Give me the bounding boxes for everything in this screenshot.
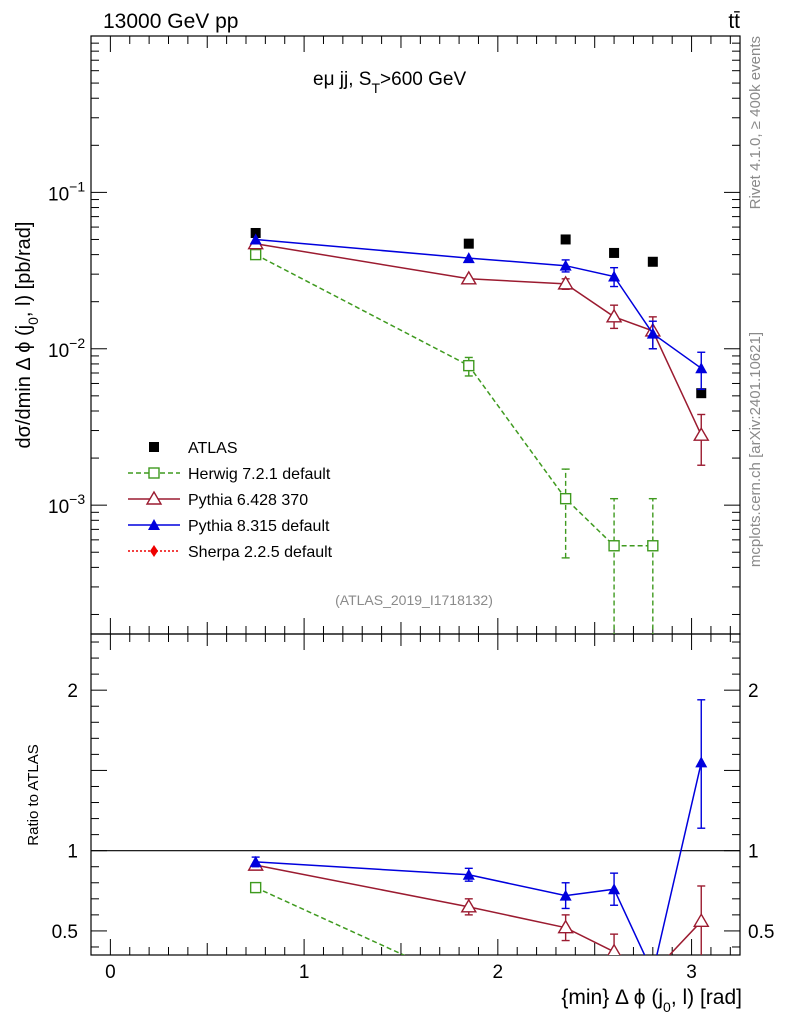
x-tick-label: 2 <box>493 962 504 983</box>
ratio-plot-frame <box>90 633 741 956</box>
main-series-pythia-6-428-370 <box>247 235 710 466</box>
main-line-pythia-8-315-default <box>255 238 702 369</box>
legend-label-pythia-6-428-370: Pythia 6.428 370 <box>188 492 308 509</box>
mcplots-label: mcplots.cern.ch [arXiv:2401.10621] <box>747 332 764 567</box>
ratio-series-herwig-7-2-1-default <box>249 881 474 990</box>
main-line-pythia-6-428-370 <box>255 242 702 436</box>
ratio-point-herwig-7-2-1-default <box>249 881 262 894</box>
header-process-label: tt̄ <box>728 10 740 33</box>
legend-marker-herwig-7-2-1-default <box>148 467 160 479</box>
legend-label-herwig-7-2-1-default: Herwig 7.2.1 default <box>188 466 331 483</box>
main-line-herwig-7-2-1-default <box>255 253 653 547</box>
ratio-y-tick-label-right: 1 <box>748 842 759 863</box>
main-point-herwig-7-2-1-default <box>608 540 620 552</box>
main-point-pythia-8-315-default <box>249 233 262 245</box>
y-tick-label: 10−1 <box>48 178 85 205</box>
legend-marker-pythia-8-315-default <box>148 519 160 530</box>
ratio-series-pythia-6-428-370 <box>247 856 710 978</box>
rivet-version-label: Rivet 4.1.0, ≥ 400k events <box>747 36 764 209</box>
main-point-herwig-7-2-1-default <box>463 359 475 372</box>
ratio-point-pythia-8-315-default <box>647 967 659 978</box>
x-tick-label: 3 <box>686 962 697 983</box>
main-point-atlas <box>250 227 261 238</box>
ratio-point-pythia-6-428-370 <box>460 898 477 913</box>
ratio-series-layer <box>247 699 710 990</box>
main-series-herwig-7-2-1-default <box>249 248 659 634</box>
main-point-atlas <box>647 256 658 267</box>
ratio-point-pythia-6-428-370 <box>646 966 660 978</box>
plot-title: eμ jj, ST>600 GeV <box>313 69 466 96</box>
ratio-y-tick-label: 0.5 <box>52 922 78 943</box>
legend-marker-atlas <box>149 442 159 452</box>
legend-marker-sherpa-2-2-5-default <box>150 545 158 557</box>
x-axis-label: {min} Δ ϕ (j0, l) [rad] <box>561 986 742 1015</box>
x-tick-label: 1 <box>299 962 310 983</box>
main-point-pythia-6-428-370 <box>693 426 710 441</box>
main-point-pythia-8-315-default <box>462 252 475 264</box>
main-series-atlas <box>250 227 707 399</box>
main-point-pythia-8-315-default <box>646 327 659 339</box>
main-axis-ticks: 10−1 10−2 10−3 <box>48 35 740 634</box>
ratio-point-herwig-7-2-1-default <box>464 980 474 990</box>
main-point-herwig-7-2-1-default <box>559 492 572 505</box>
main-point-pythia-6-428-370 <box>460 270 477 285</box>
analysis-id-label: (ATLAS_2019_I1718132) <box>335 592 493 608</box>
ratio-y-tick-label-right: 0.5 <box>748 922 774 943</box>
main-point-pythia-8-315-default <box>608 270 621 282</box>
main-series-pythia-8-315-default <box>249 233 708 391</box>
y-tick-label: 10−2 <box>48 335 85 362</box>
main-point-pythia-6-428-370 <box>605 308 623 323</box>
ratio-point-pythia-8-315-default <box>462 868 475 880</box>
ratio-point-pythia-6-428-370 <box>693 912 710 927</box>
ratio-point-pythia-8-315-default <box>559 889 572 901</box>
ratio-y-axis-label: Ratio to ATLAS <box>25 744 42 845</box>
ratio-y-tick-label: 1 <box>67 842 78 863</box>
ratio-point-pythia-8-315-default <box>608 883 621 895</box>
legend-label-sherpa-2-2-5-default: Sherpa 2.2.5 default <box>188 544 333 561</box>
legend: ATLAS Herwig 7.2.1 default Pythia 6.428 37… <box>128 440 333 561</box>
ratio-point-pythia-6-428-370 <box>557 919 574 934</box>
main-point-atlas <box>463 238 474 249</box>
legend-marker-pythia-6-428-370 <box>145 490 163 505</box>
main-point-atlas <box>609 247 620 258</box>
ratio-point-pythia-8-315-default <box>695 756 708 768</box>
header-energy-label: 13000 GeV pp <box>103 10 238 33</box>
ratio-series-pythia-8-315-default <box>249 699 708 978</box>
legend-label-pythia-8-315-default: Pythia 8.315 default <box>188 518 330 535</box>
ratio-y-tick-label: 2 <box>67 681 78 702</box>
ratio-line-pythia-6-428-370 <box>255 864 702 955</box>
main-point-herwig-7-2-1-default <box>249 248 262 261</box>
ratio-axis-ticks: 0.5 0.5 1 1 2 2 0 1 2 3 <box>52 634 774 983</box>
main-point-pythia-6-428-370 <box>557 275 574 290</box>
ratio-line-pythia-8-315-default <box>255 762 703 955</box>
main-point-pythia-8-315-default <box>559 259 572 271</box>
ratio-point-pythia-8-315-default <box>249 855 262 867</box>
y-tick-label: 10−3 <box>48 491 85 518</box>
main-point-pythia-8-315-default <box>695 362 708 374</box>
main-y-axis-label: dσ/dmin Δ ϕ (j0, l) [pb/rad] <box>13 221 41 448</box>
main-series-layer <box>247 227 710 634</box>
ratio-line-herwig-7-2-1-default <box>255 886 406 955</box>
x-tick-label: 0 <box>105 962 116 983</box>
ratio-y-tick-label-right: 2 <box>748 681 759 702</box>
main-point-herwig-7-2-1-default <box>647 540 659 552</box>
legend-label-atlas: ATLAS <box>188 440 238 457</box>
main-point-atlas <box>560 234 571 245</box>
ratio-point-pythia-6-428-370 <box>607 943 621 955</box>
main-point-atlas <box>696 388 707 399</box>
